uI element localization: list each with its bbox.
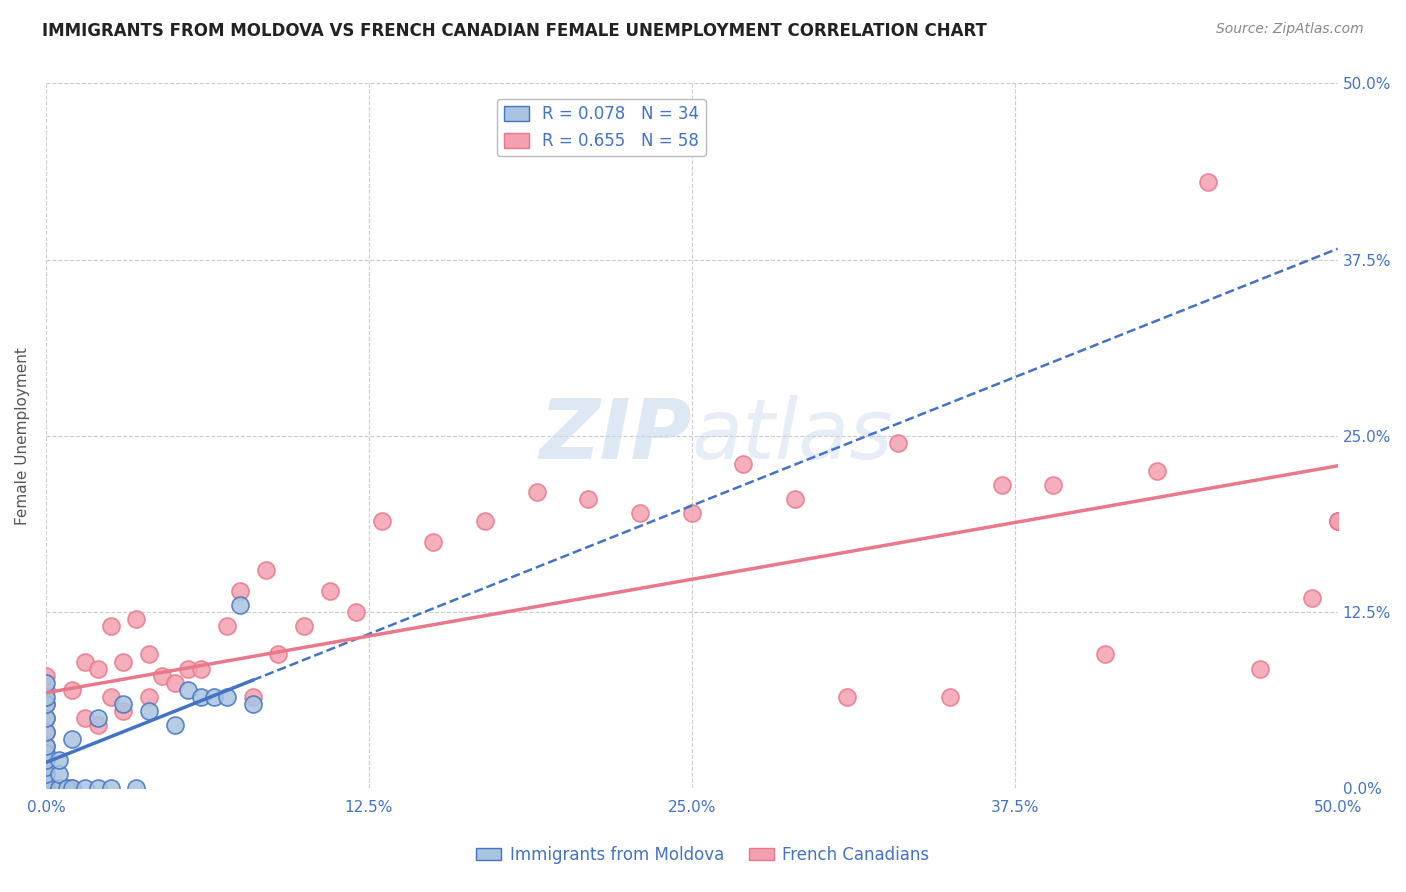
Point xyxy=(35,753,58,767)
Text: atlas: atlas xyxy=(692,395,893,476)
Point xyxy=(1198,175,1220,189)
Point xyxy=(35,668,58,682)
Point xyxy=(86,718,108,732)
Point xyxy=(35,675,58,690)
Y-axis label: Female Unemployment: Female Unemployment xyxy=(15,347,30,524)
Point xyxy=(422,534,444,549)
Point xyxy=(165,675,187,690)
Point xyxy=(73,711,96,725)
Point xyxy=(292,619,315,633)
Point xyxy=(1249,662,1271,676)
Point xyxy=(228,584,250,599)
Point xyxy=(112,704,135,718)
Point xyxy=(55,781,77,796)
Point xyxy=(190,662,212,676)
Point xyxy=(177,662,200,676)
Point xyxy=(73,655,96,669)
Point xyxy=(86,662,108,676)
Point xyxy=(100,690,122,704)
Point xyxy=(35,690,58,704)
Point xyxy=(48,753,70,767)
Point xyxy=(60,732,83,747)
Point xyxy=(35,781,58,796)
Text: ZIP: ZIP xyxy=(538,395,692,476)
Point xyxy=(202,690,225,704)
Point xyxy=(628,507,651,521)
Point xyxy=(254,563,277,577)
Point xyxy=(733,457,755,471)
Point xyxy=(35,774,58,789)
Point xyxy=(48,781,70,796)
Point xyxy=(190,690,212,704)
Point xyxy=(35,739,58,753)
Point xyxy=(138,648,160,662)
Point xyxy=(242,690,264,704)
Point xyxy=(474,514,496,528)
Point xyxy=(1042,478,1064,492)
Point xyxy=(887,436,910,450)
Point xyxy=(35,781,58,796)
Point xyxy=(242,697,264,711)
Point xyxy=(100,781,122,796)
Point xyxy=(267,648,290,662)
Point xyxy=(177,682,200,697)
Point xyxy=(35,682,58,697)
Point xyxy=(60,781,83,796)
Point xyxy=(60,682,83,697)
Point xyxy=(138,704,160,718)
Point xyxy=(112,697,135,711)
Point xyxy=(991,478,1014,492)
Point xyxy=(35,767,58,781)
Point xyxy=(215,619,238,633)
Point xyxy=(125,612,148,626)
Point xyxy=(165,718,187,732)
Point xyxy=(48,781,70,796)
Point xyxy=(939,690,962,704)
Point xyxy=(35,725,58,739)
Point xyxy=(35,725,58,739)
Point xyxy=(150,668,173,682)
Point xyxy=(35,697,58,711)
Point xyxy=(86,781,108,796)
Point xyxy=(35,739,58,753)
Point xyxy=(100,619,122,633)
Point xyxy=(48,767,70,781)
Point xyxy=(35,781,58,796)
Point xyxy=(1326,514,1348,528)
Point xyxy=(319,584,342,599)
Point xyxy=(835,690,858,704)
Point xyxy=(60,781,83,796)
Point xyxy=(578,492,600,507)
Point xyxy=(35,760,58,774)
Point xyxy=(125,781,148,796)
Point xyxy=(35,781,58,796)
Point xyxy=(73,781,96,796)
Point xyxy=(1146,464,1168,478)
Text: Source: ZipAtlas.com: Source: ZipAtlas.com xyxy=(1216,22,1364,37)
Point xyxy=(35,767,58,781)
Point xyxy=(138,690,160,704)
Point xyxy=(371,514,394,528)
Point xyxy=(526,485,548,500)
Point xyxy=(228,598,250,612)
Point xyxy=(215,690,238,704)
Legend: R = 0.078   N = 34, R = 0.655   N = 58: R = 0.078 N = 34, R = 0.655 N = 58 xyxy=(498,99,706,156)
Point xyxy=(35,711,58,725)
Point xyxy=(1326,514,1348,528)
Point xyxy=(35,781,58,796)
Legend: Immigrants from Moldova, French Canadians: Immigrants from Moldova, French Canadian… xyxy=(470,839,936,871)
Point xyxy=(35,697,58,711)
Text: IMMIGRANTS FROM MOLDOVA VS FRENCH CANADIAN FEMALE UNEMPLOYMENT CORRELATION CHART: IMMIGRANTS FROM MOLDOVA VS FRENCH CANADI… xyxy=(42,22,987,40)
Point xyxy=(1094,648,1116,662)
Point xyxy=(35,753,58,767)
Point xyxy=(344,605,367,619)
Point xyxy=(785,492,807,507)
Point xyxy=(1326,514,1348,528)
Point xyxy=(112,655,135,669)
Point xyxy=(681,507,703,521)
Point xyxy=(1301,591,1323,606)
Point xyxy=(35,746,58,760)
Point xyxy=(86,711,108,725)
Point xyxy=(35,711,58,725)
